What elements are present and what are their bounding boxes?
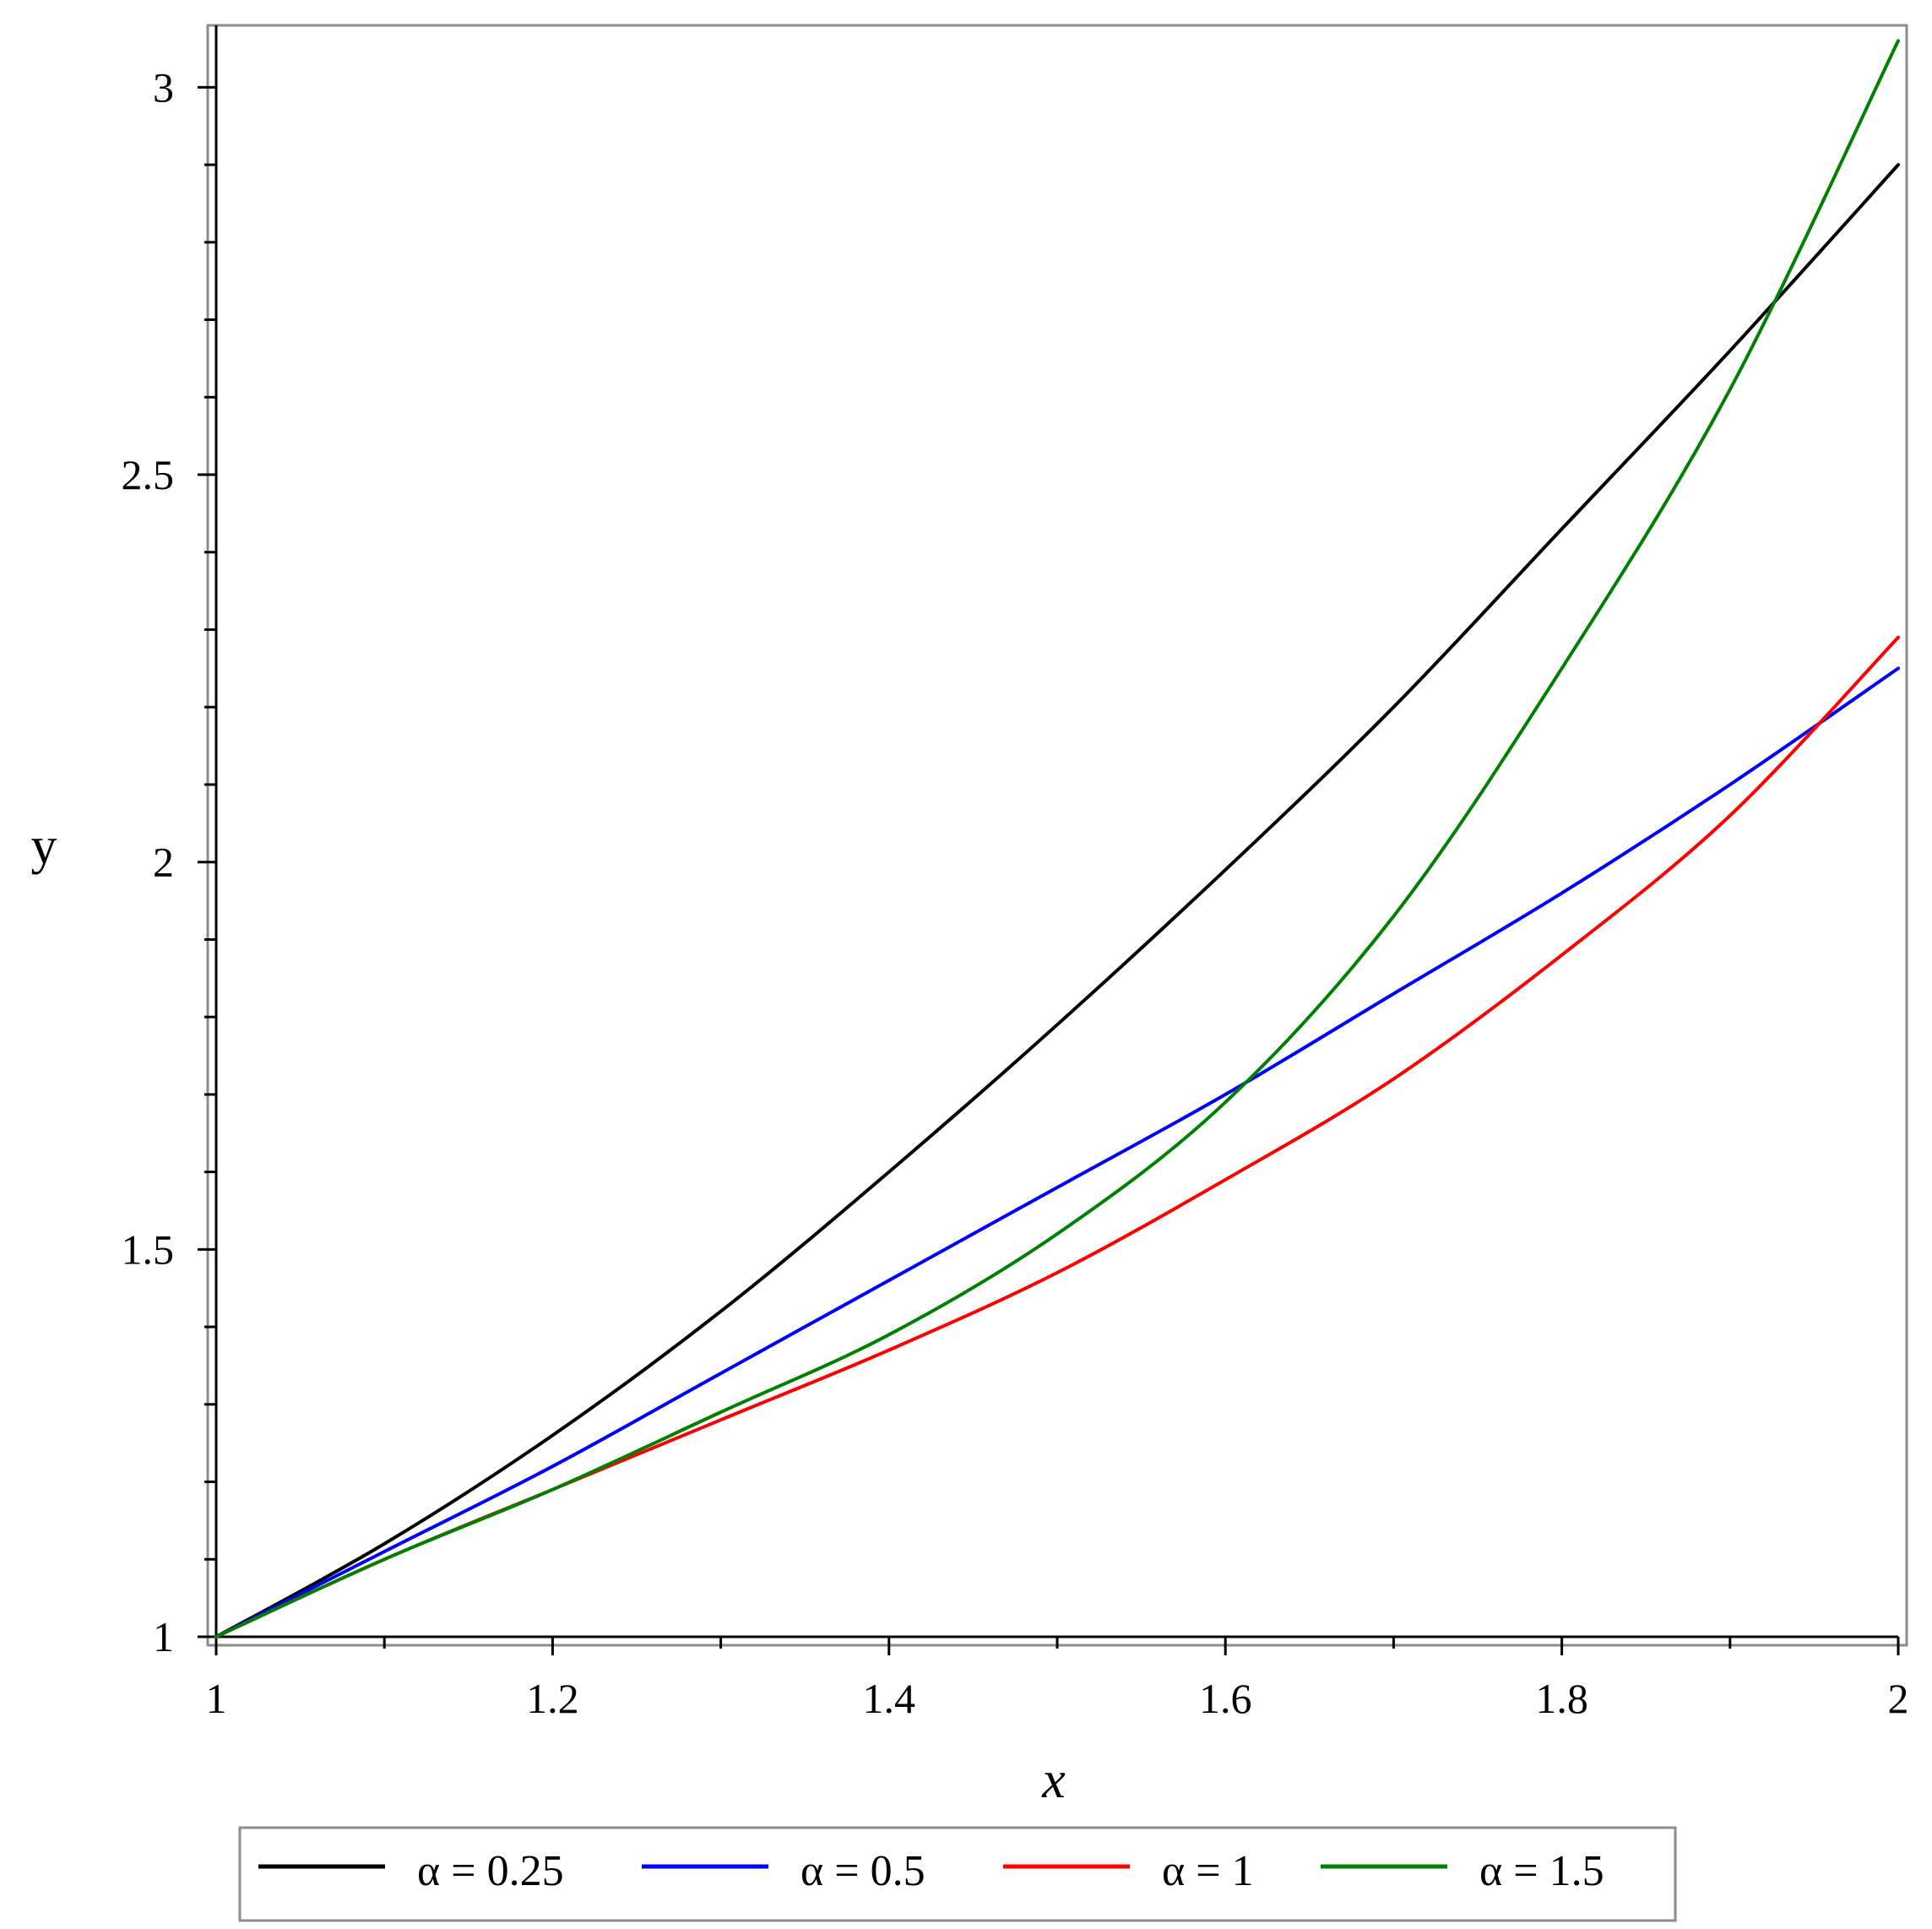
legend-box [238, 1826, 1677, 1922]
y-tick-label: 2.5 [122, 451, 175, 498]
legend-label-3: α = 1 [1162, 1847, 1254, 1895]
x-tick-label: 1 [206, 1675, 227, 1722]
y-tick-label: 3 [153, 63, 174, 111]
x-tick-label: 2 [1888, 1675, 1909, 1722]
legend-label-2: α = 0.5 [800, 1847, 925, 1895]
x-tick-label: 1.8 [1535, 1675, 1588, 1722]
series-line-2 [214, 666, 1900, 1638]
y-tick-label: 1.5 [122, 1225, 175, 1273]
series-line-3 [214, 635, 1900, 1638]
legend-label-1: α = 0.25 [417, 1847, 564, 1895]
x-tick-label: 1.2 [526, 1675, 579, 1722]
legend: α = 0.25 α = 0.5 α = 1 α = 1.5 [258, 1847, 1604, 1895]
x-tick-label: 1.4 [863, 1675, 916, 1722]
y-tick-label: 1 [153, 1613, 174, 1660]
series-line-4 [214, 39, 1900, 1638]
x-tick-labels: 1 1.2 1.4 1.6 1.8 2 [206, 1675, 1909, 1722]
y-axis-title: y [31, 818, 57, 875]
x-tick-label: 1.6 [1199, 1675, 1252, 1722]
x-axis-title: x [1041, 1752, 1066, 1809]
tick-marks [198, 25, 1900, 1655]
series-line-1 [214, 163, 1900, 1638]
y-tick-labels: 1 1.5 2 2.5 3 [122, 63, 175, 1660]
y-tick-label: 2 [153, 839, 174, 886]
series-lines [214, 39, 1900, 1638]
legend-label-4: α = 1.5 [1479, 1847, 1604, 1895]
